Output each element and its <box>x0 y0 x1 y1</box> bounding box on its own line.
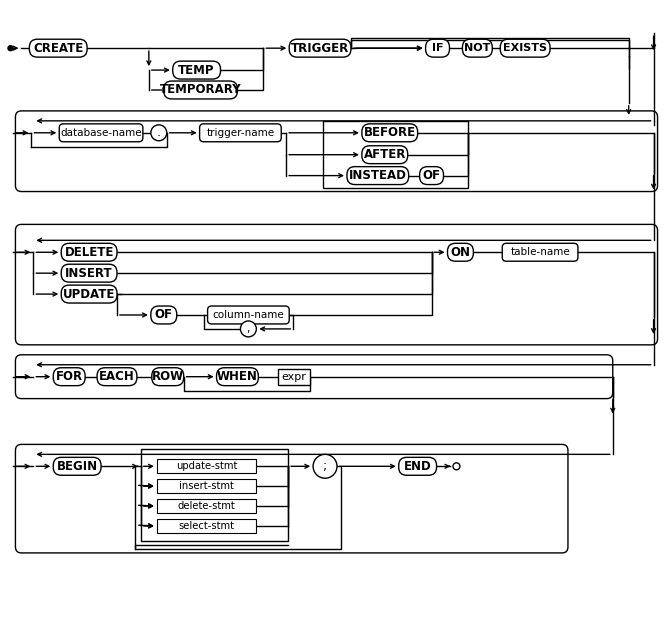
Text: INSTEAD: INSTEAD <box>349 169 407 182</box>
Text: TRIGGER: TRIGGER <box>291 42 349 55</box>
Bar <box>323 121 468 188</box>
Text: update-stmt: update-stmt <box>176 462 238 471</box>
Bar <box>157 499 256 513</box>
Text: AFTER: AFTER <box>364 148 406 161</box>
FancyBboxPatch shape <box>425 39 450 57</box>
Text: OF: OF <box>155 309 172 322</box>
FancyBboxPatch shape <box>448 243 473 261</box>
FancyBboxPatch shape <box>362 146 408 164</box>
Circle shape <box>8 45 13 50</box>
Text: trigger-name: trigger-name <box>207 128 274 138</box>
Bar <box>157 519 256 533</box>
Circle shape <box>453 463 460 470</box>
FancyBboxPatch shape <box>61 264 117 282</box>
Text: expr: expr <box>282 372 307 382</box>
FancyBboxPatch shape <box>152 368 184 386</box>
Circle shape <box>151 125 167 141</box>
FancyBboxPatch shape <box>172 61 221 79</box>
Bar <box>157 479 256 493</box>
FancyBboxPatch shape <box>217 368 258 386</box>
Text: NOT: NOT <box>464 43 491 53</box>
FancyBboxPatch shape <box>30 39 87 57</box>
Text: ;: ; <box>323 460 327 473</box>
FancyBboxPatch shape <box>59 124 143 142</box>
Text: ,: , <box>247 324 250 334</box>
FancyBboxPatch shape <box>53 457 101 475</box>
Text: IF: IF <box>432 43 444 53</box>
Text: .: . <box>157 126 161 139</box>
Text: EACH: EACH <box>99 370 135 383</box>
Text: EXISTS: EXISTS <box>503 43 547 53</box>
Text: FOR: FOR <box>56 370 83 383</box>
FancyBboxPatch shape <box>53 368 85 386</box>
Ellipse shape <box>313 454 337 478</box>
FancyBboxPatch shape <box>199 124 281 142</box>
FancyBboxPatch shape <box>207 306 289 324</box>
FancyBboxPatch shape <box>503 243 578 261</box>
Text: WHEN: WHEN <box>217 370 258 383</box>
Text: BEFORE: BEFORE <box>364 126 416 139</box>
FancyBboxPatch shape <box>462 39 493 57</box>
Text: delete-stmt: delete-stmt <box>178 501 236 511</box>
Text: database-name: database-name <box>60 128 142 138</box>
Text: DELETE: DELETE <box>64 246 114 259</box>
FancyBboxPatch shape <box>97 368 137 386</box>
Text: select-stmt: select-stmt <box>178 521 235 531</box>
Text: UPDATE: UPDATE <box>63 287 115 300</box>
Bar <box>141 449 289 541</box>
Text: END: END <box>404 460 431 473</box>
FancyBboxPatch shape <box>419 167 444 185</box>
Text: BEGIN: BEGIN <box>56 460 98 473</box>
Bar <box>278 369 310 384</box>
Text: insert-stmt: insert-stmt <box>179 481 234 491</box>
FancyBboxPatch shape <box>362 124 417 142</box>
FancyBboxPatch shape <box>501 39 550 57</box>
FancyBboxPatch shape <box>164 81 238 99</box>
FancyBboxPatch shape <box>347 167 409 185</box>
FancyBboxPatch shape <box>399 457 437 475</box>
Bar <box>157 459 256 473</box>
Text: TEMP: TEMP <box>178 63 215 77</box>
Text: ROW: ROW <box>152 370 184 383</box>
FancyBboxPatch shape <box>61 243 117 261</box>
Text: table-name: table-name <box>510 248 570 258</box>
Circle shape <box>240 321 256 337</box>
Text: column-name: column-name <box>213 310 285 320</box>
Text: OF: OF <box>423 169 441 182</box>
Text: TEMPORARY: TEMPORARY <box>160 83 242 96</box>
FancyBboxPatch shape <box>151 306 176 324</box>
Text: ON: ON <box>450 246 470 259</box>
FancyBboxPatch shape <box>61 285 117 303</box>
Text: CREATE: CREATE <box>33 42 83 55</box>
FancyBboxPatch shape <box>289 39 351 57</box>
Text: INSERT: INSERT <box>65 267 113 280</box>
